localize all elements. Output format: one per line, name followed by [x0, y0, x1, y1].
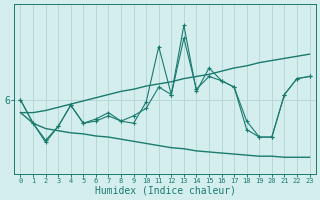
X-axis label: Humidex (Indice chaleur): Humidex (Indice chaleur)	[94, 186, 236, 196]
